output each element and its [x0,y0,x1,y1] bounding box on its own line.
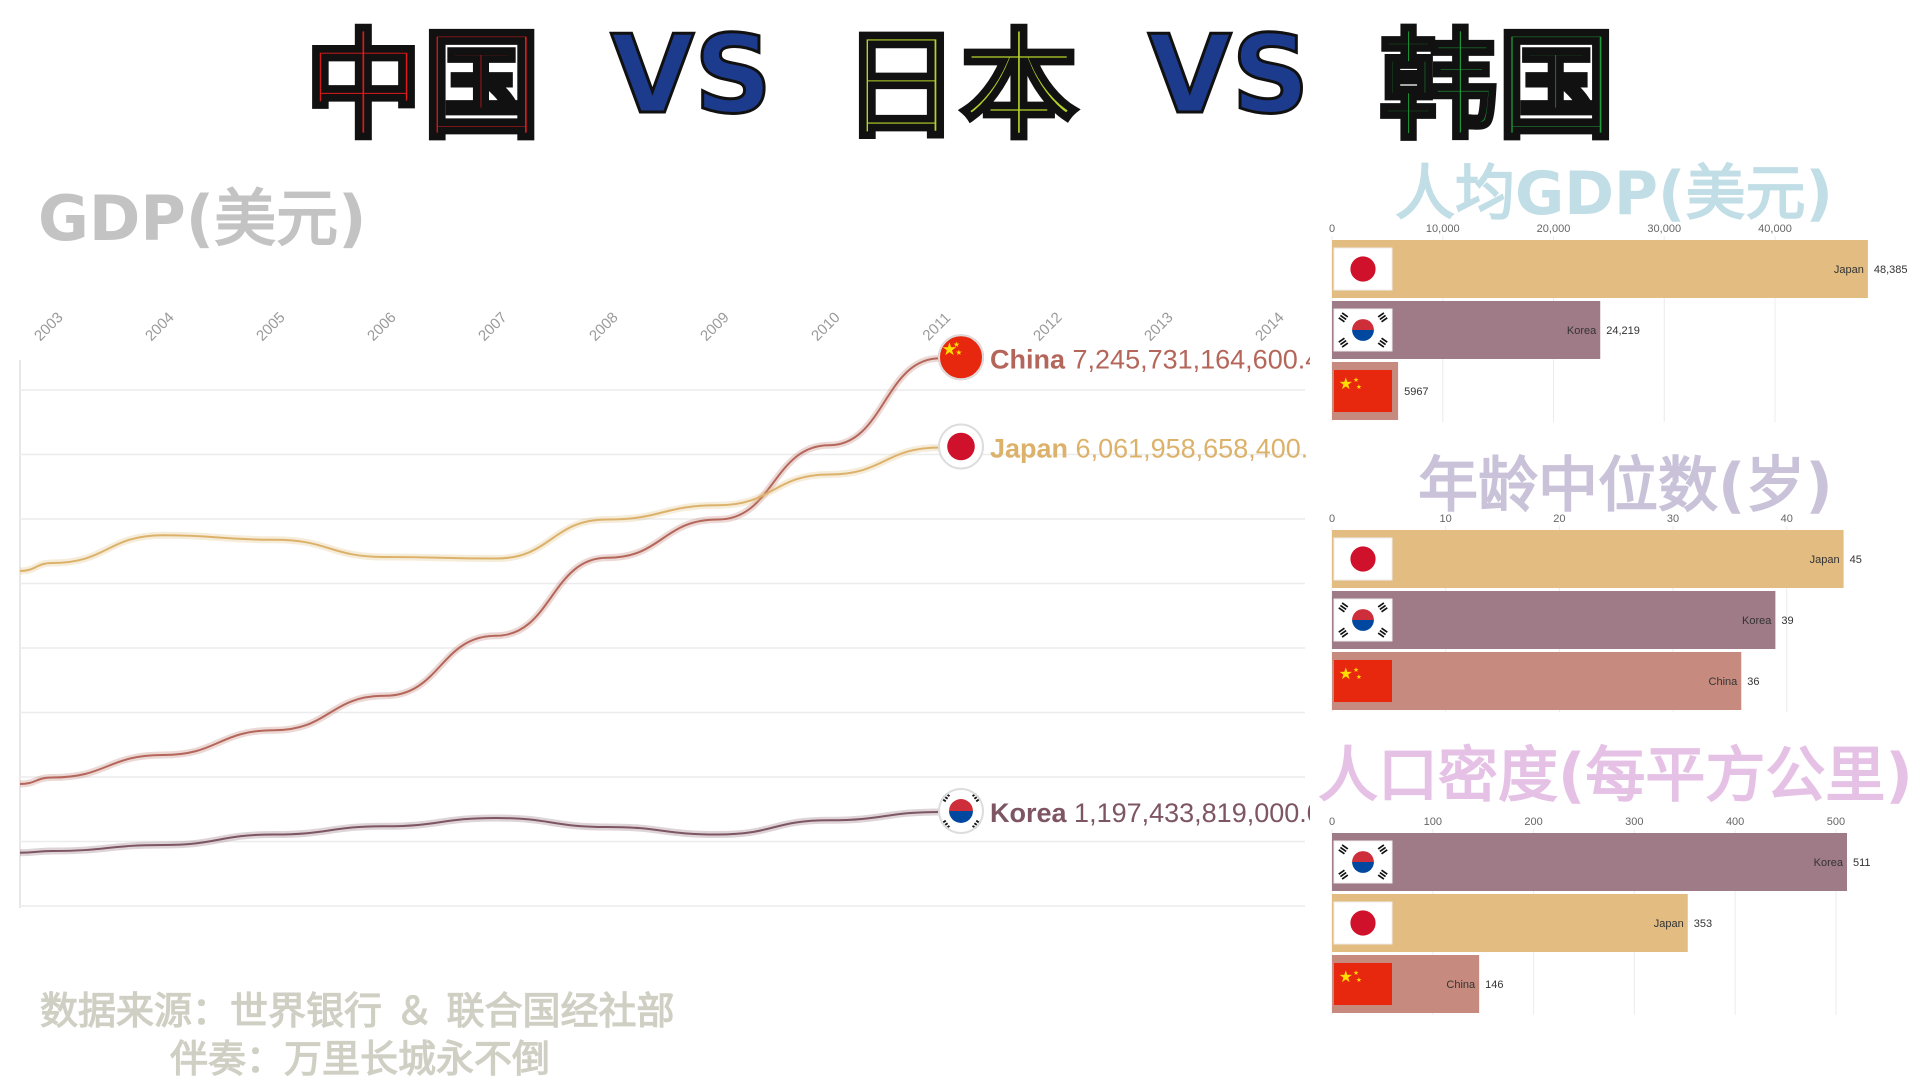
bar-tick-label: 0 [1329,513,1335,525]
series-line-glow-japan [19,444,941,575]
bar-chart-3: 0 100 200 300 400 500 Korea 511 Japan 353 ★ ★★ China… [1329,816,1871,1015]
bar-tick-label: 100 [1424,816,1442,828]
bar-label: Korea [1567,325,1597,337]
svg-text:★: ★ [1339,376,1353,393]
bar-panel-title-2: 年龄中位数(岁) [1418,451,1833,521]
title-japan: 日本 [840,15,1080,157]
svg-text:★: ★ [1356,383,1362,391]
bar-tick-label: 0 [1329,223,1335,235]
japan-flag-icon [1333,247,1393,291]
bar-korea [1332,833,1847,891]
series-line-glow-china [19,354,941,788]
korea-flag-icon [1333,308,1393,352]
x-tick-label: 2004 [142,309,178,345]
china-flag-icon: ★★★ [1334,370,1392,412]
bar-tick-label: 400 [1726,816,1744,828]
svg-text:★: ★ [1339,666,1353,683]
x-tick-label: 2012 [1030,309,1066,345]
bar-tick-label: 20 [1553,513,1565,525]
x-tick-label: 2003 [31,309,67,345]
data-source-note: 数据来源：世界银行 ＆ 联合国经社部 [40,989,675,1033]
bar-value-label: 45 [1850,554,1862,566]
bar-japan [1332,240,1868,298]
x-tick-label: 2006 [364,309,400,345]
svg-text:★: ★ [942,339,958,359]
series-end-label-korea: Korea 1,197,433,819,000.04 [990,798,1310,828]
korea-flag-icon [1333,840,1393,884]
svg-text:★: ★ [1339,969,1353,986]
svg-text:★: ★ [1353,666,1359,674]
svg-text:★: ★ [953,340,960,349]
bar-tick-label: 0 [1329,816,1335,828]
series-line-china [19,357,941,785]
bar-chart-2: 0 10 20 30 40 Japan 45 Korea 39 ★ ★★ China 36 [1329,513,1862,712]
bar-label: Japan [1810,554,1840,566]
bar-japan [1332,530,1844,588]
accompaniment-note: 伴奏：万里长城永不倒 [170,1037,551,1081]
korea-flag-icon [1333,598,1393,642]
bar-label: Japan [1834,264,1864,276]
bar-tick-label: 40,000 [1758,223,1792,235]
china-flag-icon: ★★★ [1334,963,1392,1005]
bar-label: Japan [1654,918,1684,930]
svg-text:★: ★ [1356,673,1362,681]
bar-korea [1332,591,1776,649]
bar-tick-label: 10,000 [1426,223,1460,235]
bar-tick-label: 200 [1524,816,1542,828]
korea-flag-icon [938,788,984,834]
bar-value-label: 353 [1694,918,1712,930]
bar-value-label: 48,385 [1874,264,1908,276]
bar-label: China [1446,979,1476,991]
gdp-chart-title: GDP(美元) [38,182,367,255]
bar-label: China [1709,676,1739,688]
bar-tick-label: 30,000 [1647,223,1681,235]
x-tick-label: 2013 [1141,309,1177,345]
series-line-korea [19,811,941,854]
bar-label: Korea [1742,615,1772,627]
japan-flag-icon [1333,537,1393,581]
bar-tick-label: 10 [1440,513,1452,525]
x-tick-label: 2005 [253,309,289,345]
china-flag-icon: ★★★ [938,334,984,381]
svg-text:★: ★ [1353,969,1359,977]
title-china: 中国 [303,15,543,157]
x-tick-label: 2014 [1252,309,1288,345]
title-korea: 韩国 [1377,15,1617,157]
bar-tick-label: 40 [1781,513,1793,525]
bar-value-label: 36 [1747,676,1759,688]
gdp-line-chart: 2003 2004 2005 2006 2007 2008 2009 2010 2011 2012… [19,309,1310,908]
bar-tick-label: 30 [1667,513,1679,525]
series-line-japan [19,446,941,572]
japan-flag-icon [1333,901,1393,945]
bar-label: Korea [1814,857,1844,869]
title-vs-1: VS [609,11,773,139]
main-title: 中国 VS 日本 VS 韩国 [0,0,1920,157]
x-tick-label: 2008 [586,309,622,345]
bar-value-label: 24,219 [1606,325,1640,337]
svg-text:★: ★ [955,348,962,357]
bar-tick-label: 500 [1827,816,1845,828]
china-flag-icon: ★★★ [1334,660,1392,702]
bar-tick-label: 20,000 [1537,223,1571,235]
x-tick-label: 2009 [697,309,733,345]
svg-text:★: ★ [1356,976,1362,984]
bar-value-label: 146 [1485,979,1503,991]
x-tick-label: 2010 [808,309,844,345]
bar-tick-label: 300 [1625,816,1643,828]
bar-china [1332,652,1742,710]
bar-panel-title-1: 人均GDP(美元) [1395,159,1833,229]
bar-value-label: 511 [1853,857,1871,869]
bar-value-label: 39 [1781,615,1793,627]
series-end-label-china: China 7,245,731,164,600.45 [990,344,1310,374]
bar-panel-title-3: 人口密度(每平方公里) [1318,741,1913,811]
svg-text:★: ★ [1353,376,1359,384]
bar-value-label: 5967 [1404,386,1428,398]
title-vs-2: VS [1146,11,1310,139]
japan-flag-icon [938,423,984,470]
series-end-label-japan: Japan 6,061,958,658,400.14 [990,434,1310,464]
x-tick-label: 2007 [475,309,511,345]
bar-chart-1: 0 10,000 20,000 30,000 40,000 Japan 48,385 Kore… [1329,223,1908,422]
